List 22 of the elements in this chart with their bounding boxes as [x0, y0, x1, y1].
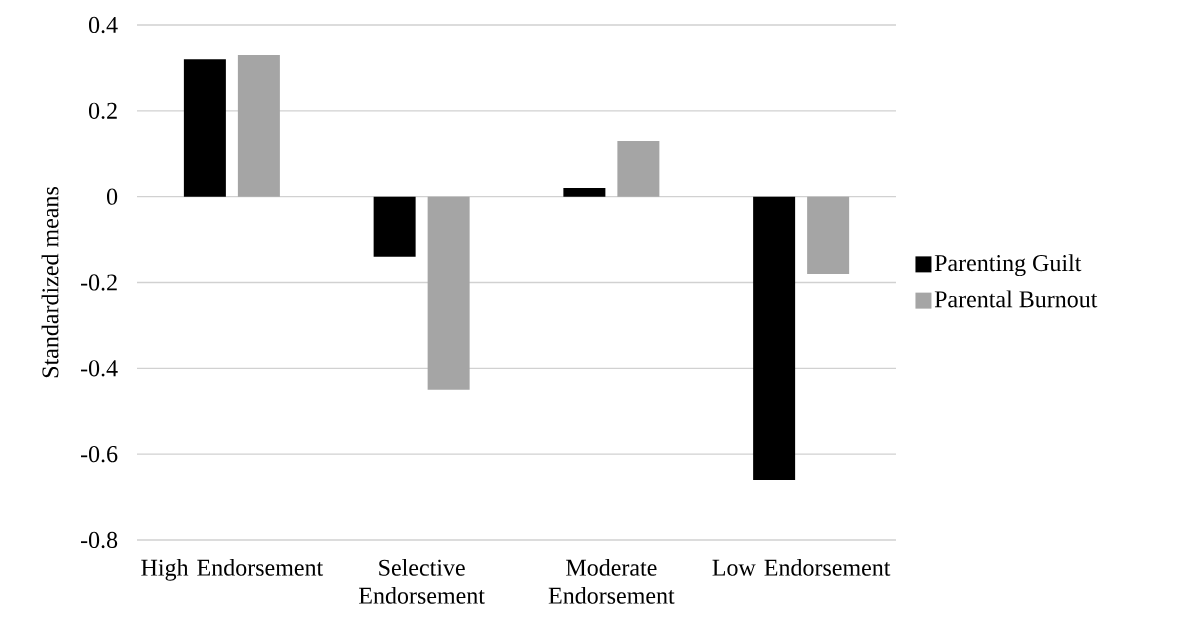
x-tick-label: Selective Endorsement: [359, 558, 485, 604]
x-tick-label: Moderate Endorsement: [548, 558, 675, 604]
legend-label: Parenting Guilt: [934, 254, 1082, 277]
bar: [237, 55, 280, 197]
y-tick-label: -0.2: [80, 274, 117, 291]
bar: [563, 188, 606, 197]
y-tick-label: 0: [107, 188, 118, 205]
legend-label: Parental Burnout: [934, 290, 1098, 308]
y-tick-label: 0.2: [88, 102, 117, 119]
bar: [617, 140, 660, 197]
y-tick-label: -0.6: [80, 446, 118, 463]
bar: [373, 196, 416, 257]
y-axis-title: Standardized means: [41, 187, 59, 378]
y-tick-label: 0.4: [88, 16, 118, 34]
bar: [807, 196, 850, 274]
y-tick-label: -0.8: [80, 531, 118, 549]
x-tick-label: Low Endorsement: [712, 558, 891, 576]
y-tick-label: -0.4: [80, 360, 118, 377]
bar: [427, 196, 470, 390]
x-tick-label: High Endorsement: [141, 558, 324, 581]
bar: [753, 196, 796, 480]
bar: [183, 59, 226, 197]
